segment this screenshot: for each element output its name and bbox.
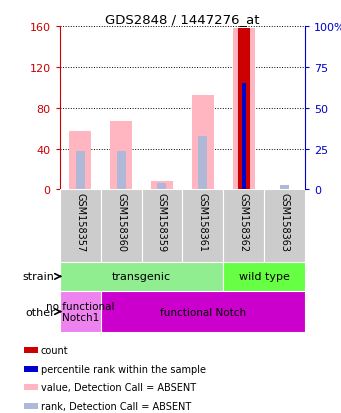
Bar <box>198 137 207 190</box>
Bar <box>182 190 223 262</box>
Bar <box>223 262 305 291</box>
Bar <box>233 29 255 190</box>
FancyBboxPatch shape <box>24 403 38 409</box>
Bar <box>110 122 132 190</box>
Text: count: count <box>41 345 69 355</box>
Text: GSM158363: GSM158363 <box>280 192 290 251</box>
Bar <box>264 190 305 262</box>
Text: value, Detection Call = ABSENT: value, Detection Call = ABSENT <box>41 382 196 392</box>
Bar <box>142 190 182 262</box>
Text: rank, Detection Call = ABSENT: rank, Detection Call = ABSENT <box>41 401 191 411</box>
Bar <box>60 291 101 332</box>
FancyBboxPatch shape <box>24 384 38 390</box>
Bar <box>76 151 85 190</box>
Text: no functional
Notch1: no functional Notch1 <box>46 301 114 323</box>
Bar <box>60 262 223 291</box>
Text: percentile rank within the sample: percentile rank within the sample <box>41 364 206 375</box>
Bar <box>60 190 101 262</box>
Bar <box>242 84 246 190</box>
Text: GSM158357: GSM158357 <box>75 192 85 251</box>
Bar <box>101 291 305 332</box>
Text: functional Notch: functional Notch <box>160 307 246 317</box>
Text: GSM158361: GSM158361 <box>198 192 208 251</box>
Bar <box>158 184 166 190</box>
Bar <box>238 29 250 190</box>
Text: wild type: wild type <box>239 272 290 282</box>
Bar <box>117 151 125 190</box>
Text: transgenic: transgenic <box>112 272 171 282</box>
Bar <box>151 182 173 190</box>
Text: GSM158362: GSM158362 <box>239 192 249 251</box>
Title: GDS2848 / 1447276_at: GDS2848 / 1447276_at <box>105 13 260 26</box>
Text: GSM158360: GSM158360 <box>116 192 126 251</box>
Text: strain: strain <box>23 272 55 282</box>
Bar <box>223 190 264 262</box>
FancyBboxPatch shape <box>24 366 38 373</box>
Bar <box>192 96 214 190</box>
Bar <box>101 190 142 262</box>
Text: GSM158359: GSM158359 <box>157 192 167 251</box>
Bar <box>280 186 289 190</box>
FancyBboxPatch shape <box>24 347 38 354</box>
Text: other: other <box>25 307 55 317</box>
Bar <box>69 132 91 190</box>
